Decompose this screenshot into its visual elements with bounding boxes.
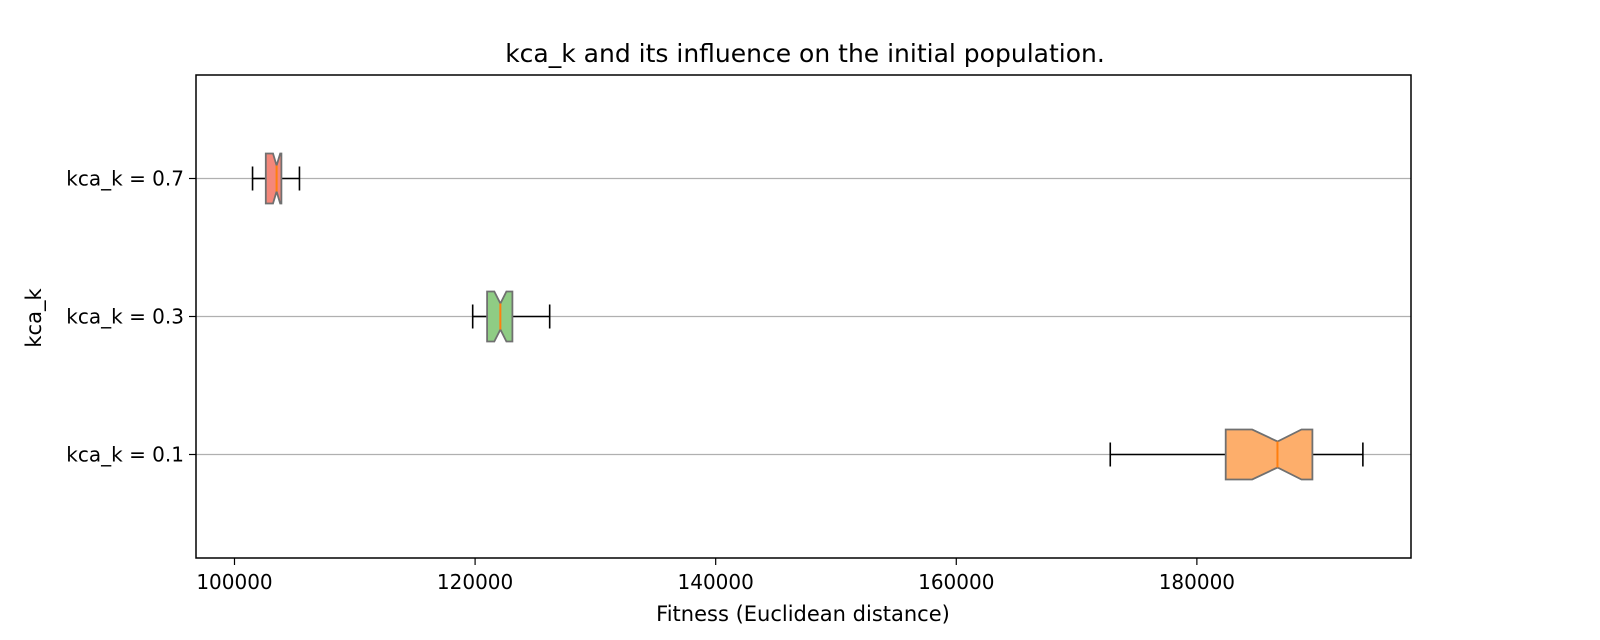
y-tick-label-1: kca_k = 0.3 (66, 305, 184, 329)
x-tick-label-4: 180000 (1159, 570, 1235, 594)
box-series (251, 152, 1364, 481)
y-tick-label-2: kca_k = 0.7 (66, 167, 184, 191)
x-axis-label: Fitness (Euclidean distance) (656, 602, 950, 626)
y-axis-label: kca_k (22, 288, 47, 348)
box-group-2 (251, 152, 301, 205)
x-tick-label-0: 100000 (196, 570, 272, 594)
box-body-2 (264, 152, 283, 205)
box-body-0 (1224, 428, 1314, 481)
grid-lines (196, 177, 1411, 456)
x-tick-label-2: 140000 (678, 570, 754, 594)
x-tick-label-1: 120000 (437, 570, 513, 594)
box-group-0 (1109, 428, 1364, 481)
y-tick-label-0: kca_k = 0.1 (66, 443, 184, 467)
chart-title: kca_k and its influence on the initial p… (505, 39, 1105, 68)
y-axis-ticks: kca_k = 0.1 kca_k = 0.3 kca_k = 0.7 (66, 167, 196, 467)
x-tick-label-3: 160000 (918, 570, 994, 594)
x-axis-ticks: 100000 120000 140000 160000 180000 (196, 558, 1235, 594)
box-group-1 (471, 290, 551, 343)
